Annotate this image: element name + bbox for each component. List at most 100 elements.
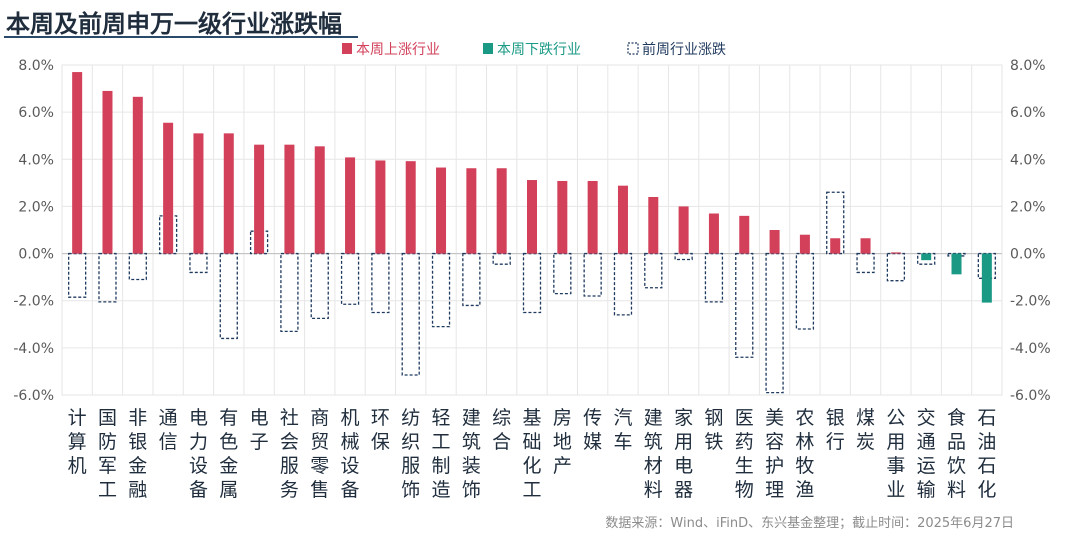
prev-week-bar	[674, 252, 693, 261]
legend-label: 前周行业涨跌	[642, 41, 726, 58]
y-axis-left: 8.0% 6.0% 4.0% 2.0% 0.0% -2.0% -4.0% -6.0%	[13, 58, 54, 404]
prev-week-bar	[462, 252, 481, 307]
up-bar	[496, 168, 507, 254]
prev-week-bar	[401, 252, 420, 376]
prev-week-bar	[735, 252, 754, 358]
x-tick-label: 国防军工	[98, 407, 117, 501]
prev-week-bar	[583, 252, 602, 297]
x-tick-label: 传媒	[583, 407, 602, 453]
x-tick-label: 机械设备	[341, 407, 360, 501]
x-tick-label: 综合	[492, 407, 511, 453]
up-bar	[405, 161, 416, 254]
up-bar	[284, 144, 295, 254]
prev-week-bars	[68, 191, 996, 394]
prev-week-bar	[98, 252, 117, 303]
up-bar	[132, 96, 143, 254]
x-tick-label: 电力设备	[189, 407, 208, 501]
x-tick-label: 电子	[250, 407, 269, 453]
x-tick-label: 纺织服饰	[401, 407, 420, 501]
x-tick-label: 医药生物	[735, 407, 754, 501]
up-bar	[223, 133, 234, 254]
down-bar	[921, 253, 932, 261]
x-tick-label: 家用电器	[674, 407, 693, 501]
prev-week-bar	[340, 252, 360, 305]
x-tick-label: 石油石化	[977, 407, 996, 501]
up-bar	[254, 144, 265, 254]
x-axis-labels: 计算机国防军工非银金融通信电力设备有色金属电子社会服务商贸零售机械设备环保纺织服…	[68, 407, 997, 501]
x-tick-label: 基础化工	[522, 407, 541, 501]
prev-week-bar	[280, 252, 299, 333]
x-tick-label: 社会服务	[280, 407, 299, 501]
up-bar	[72, 72, 83, 254]
up-bar	[830, 238, 841, 254]
up-bar	[345, 157, 356, 254]
title-underline	[4, 36, 358, 38]
x-tick-label: 房地产	[553, 407, 572, 477]
up-bar	[163, 122, 174, 254]
bar-chart: 8.0% 6.0% 4.0% 2.0% 0.0% -2.0% -4.0% -6.0% 8.0%…	[13, 41, 1051, 501]
prev-week-bar	[158, 215, 178, 255]
prev-week-bar	[826, 191, 845, 255]
prev-week-bar	[219, 252, 238, 340]
up-bar	[678, 206, 689, 254]
prev-week-bar	[856, 252, 875, 274]
prev-week-bar	[886, 252, 906, 282]
down-bar	[951, 253, 962, 275]
x-tick-label: 商贸零售	[310, 407, 329, 501]
y-tick-label-right: -6.0%	[1010, 388, 1051, 404]
up-bar	[890, 252, 901, 254]
up-bar	[799, 234, 810, 254]
x-tick-label: 有色金属	[219, 407, 238, 501]
legend-swatch-down	[483, 43, 493, 54]
y-tick-label-left: -2.0%	[13, 294, 54, 310]
x-tick-label: 通信	[159, 407, 178, 453]
source-note: 数据来源：Wind、iFinD、东兴基金整理；截止时间：2025年6月27日	[605, 516, 1014, 531]
y-tick-label-right: 2.0%	[1010, 199, 1046, 215]
up-bar	[617, 185, 628, 254]
x-tick-label: 建筑装饰	[462, 407, 481, 501]
up-bar	[314, 146, 325, 254]
chart-title: 本周及前周申万一级行业涨跌幅	[6, 10, 342, 38]
x-tick-label: 公用事业	[886, 407, 905, 501]
up-bar	[708, 213, 719, 254]
x-tick-label: 轻工制造	[432, 407, 451, 501]
y-tick-label-left: -4.0%	[13, 341, 54, 357]
x-tick-label: 建筑材料	[644, 407, 663, 501]
up-bar	[527, 180, 537, 254]
prev-week-bar	[371, 252, 390, 314]
prev-week-bar	[704, 252, 724, 303]
prev-week-bar	[613, 252, 633, 316]
prev-week-bar	[553, 252, 572, 295]
x-tick-label: 农林牧渔	[795, 407, 814, 501]
legend-label: 本周下跌行业	[497, 42, 581, 58]
up-bar	[102, 90, 113, 254]
prev-week-bar	[128, 252, 147, 281]
y-axis-right: 8.0% 6.0% 4.0% 2.0% 0.0% -2.0% -4.0% -6.0%	[1010, 58, 1051, 404]
x-tick-label: 煤炭	[856, 407, 875, 453]
legend-swatch-prev	[627, 42, 639, 55]
down-bar	[981, 253, 992, 303]
legend: 本周上涨行业 本周下跌行业 前周行业涨跌	[342, 41, 726, 58]
legend-swatch-up	[342, 43, 352, 54]
y-tick-label-right: 6.0%	[1010, 105, 1046, 121]
up-bar	[375, 160, 386, 254]
prev-week-bar	[795, 252, 815, 330]
y-tick-label-right: -2.0%	[1010, 294, 1051, 310]
prev-week-bar	[310, 252, 329, 320]
this-week-bars	[72, 72, 992, 303]
y-tick-label-right: -4.0%	[1010, 341, 1051, 357]
up-bar	[648, 197, 659, 254]
prev-week-bar	[522, 252, 542, 314]
up-bar	[860, 238, 871, 254]
up-bar	[557, 180, 568, 254]
y-tick-label-right: 4.0%	[1010, 152, 1046, 168]
prev-week-bar	[68, 252, 87, 298]
prev-week-bar	[644, 252, 663, 289]
x-tick-label: 汽车	[613, 407, 632, 453]
x-tick-label: 非银金融	[128, 407, 147, 501]
up-bar	[436, 167, 447, 254]
gridlines	[61, 64, 1003, 396]
prev-week-bar	[492, 252, 511, 265]
x-tick-label: 钢铁	[704, 407, 723, 453]
up-bar	[193, 133, 204, 254]
